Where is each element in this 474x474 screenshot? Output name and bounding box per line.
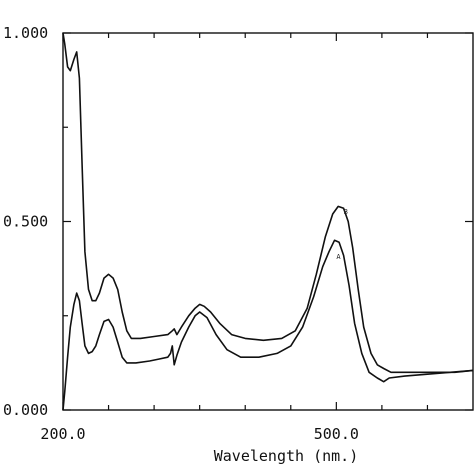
series-lines: BA <box>62 32 474 411</box>
x-tick-label: 500.0 <box>314 425 359 443</box>
series-line-b <box>62 32 474 374</box>
y-tick-label: 1.000 <box>3 24 48 42</box>
plot-frame <box>62 32 474 411</box>
x-axis-title: Wavelength (nm.) <box>214 447 359 465</box>
series-label-a: A <box>336 253 341 261</box>
y-tick-label: 0.000 <box>3 401 48 419</box>
x-tick-label: 200.0 <box>40 425 85 443</box>
tick-labels: 200.0 500.0 0.000 0.500 1.000 <box>3 24 359 443</box>
series-line-a <box>62 239 474 411</box>
series-label-b: B <box>344 208 348 216</box>
axis-ticks <box>62 32 473 411</box>
y-tick-label: 0.500 <box>3 213 48 231</box>
